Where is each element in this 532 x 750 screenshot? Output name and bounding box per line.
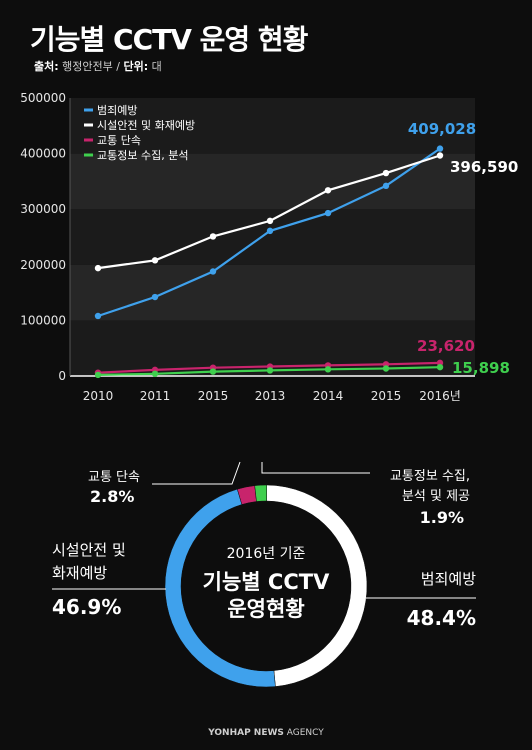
data-point (324, 187, 332, 194)
data-point (266, 217, 274, 225)
data-point (436, 363, 444, 371)
data-point (94, 312, 102, 320)
data-label: 15,898 (452, 359, 510, 377)
pie-title-line2: 운영현황 (227, 597, 304, 621)
callout-pct: 2.8% (90, 487, 134, 506)
x-tick-label: 2015 (371, 389, 402, 403)
pie-subtitle: 2016년 기준 (227, 546, 306, 562)
data-point (209, 233, 217, 240)
y-tick-label: 300000 (20, 202, 66, 216)
data-point (382, 182, 390, 190)
callout-pct: 48.4% (407, 606, 476, 630)
unit-value: 대 (151, 60, 162, 73)
data-point (151, 257, 159, 264)
y-tick-label: 100000 (20, 313, 66, 327)
y-tick-label: 400000 (20, 147, 66, 161)
data-label: 23,620 (417, 337, 475, 355)
data-point (266, 227, 274, 235)
grid-band (70, 264, 475, 321)
source-label: 출처: (34, 60, 59, 73)
x-tick-label: 2013 (255, 389, 286, 403)
data-point (436, 152, 444, 159)
callout-leader (152, 461, 241, 485)
data-point (382, 169, 390, 177)
grid-band (70, 98, 475, 154)
x-tick-label: 2016년 (419, 389, 461, 403)
callout-label: 범죄예방 (421, 570, 476, 588)
data-point (382, 365, 390, 372)
legend-label: 범죄예방 (97, 104, 137, 117)
source-value: 행정안전부 / (62, 60, 124, 73)
source-line: 출처: 행정안전부 / 단위: 대 (34, 58, 162, 74)
x-tick-label: 2015 (198, 389, 229, 403)
callout-label: 화재예방 (52, 564, 107, 582)
y-tick-label: 200000 (20, 258, 66, 272)
data-point (324, 209, 332, 217)
data-point (209, 368, 217, 375)
unit-label: 단위: (123, 60, 149, 73)
data-label: 409,028 (408, 120, 476, 138)
data-label: 396,590 (450, 158, 518, 176)
callout-label: 분석 및 제공 (402, 489, 470, 504)
page-title: 기능별 CCTV 운영 현황 (30, 23, 308, 56)
data-point (151, 293, 159, 301)
x-tick-label: 2011 (140, 389, 171, 403)
legend-label: 교통 단속 (97, 134, 141, 147)
data-point (266, 367, 274, 374)
data-point (94, 371, 102, 379)
legend-label: 시설안전 및 화재예방 (97, 119, 195, 132)
callout-leader (261, 462, 370, 474)
callout-label: 교통정보 수집, (390, 469, 470, 484)
grid-band (70, 209, 475, 265)
x-tick-label: 2010 (83, 389, 114, 403)
legend-label: 교통정보 수집, 분석 (97, 149, 188, 162)
callout-label: 교통 단속 (88, 470, 140, 485)
pie-title-line1: 기능별 CCTV (203, 570, 330, 594)
credit-light: AGENCY (284, 728, 324, 738)
y-tick-label: 500000 (20, 91, 66, 105)
data-point (209, 268, 217, 275)
data-point (436, 145, 444, 152)
credit-bold: YONHAP NEWS (207, 728, 284, 738)
data-point (94, 264, 102, 272)
pie-slice (254, 484, 267, 502)
y-tick-label: 0 (58, 369, 66, 383)
footer-credit: YONHAP NEWS AGENCY (207, 728, 324, 738)
grid-band (70, 153, 475, 210)
callout-pct: 46.9% (52, 595, 121, 619)
data-point (324, 366, 332, 373)
x-tick-label: 2014 (313, 389, 344, 403)
callout-pct: 1.9% (420, 508, 464, 527)
callout-label: 시설안전 및 (52, 541, 126, 559)
data-point (151, 370, 159, 377)
